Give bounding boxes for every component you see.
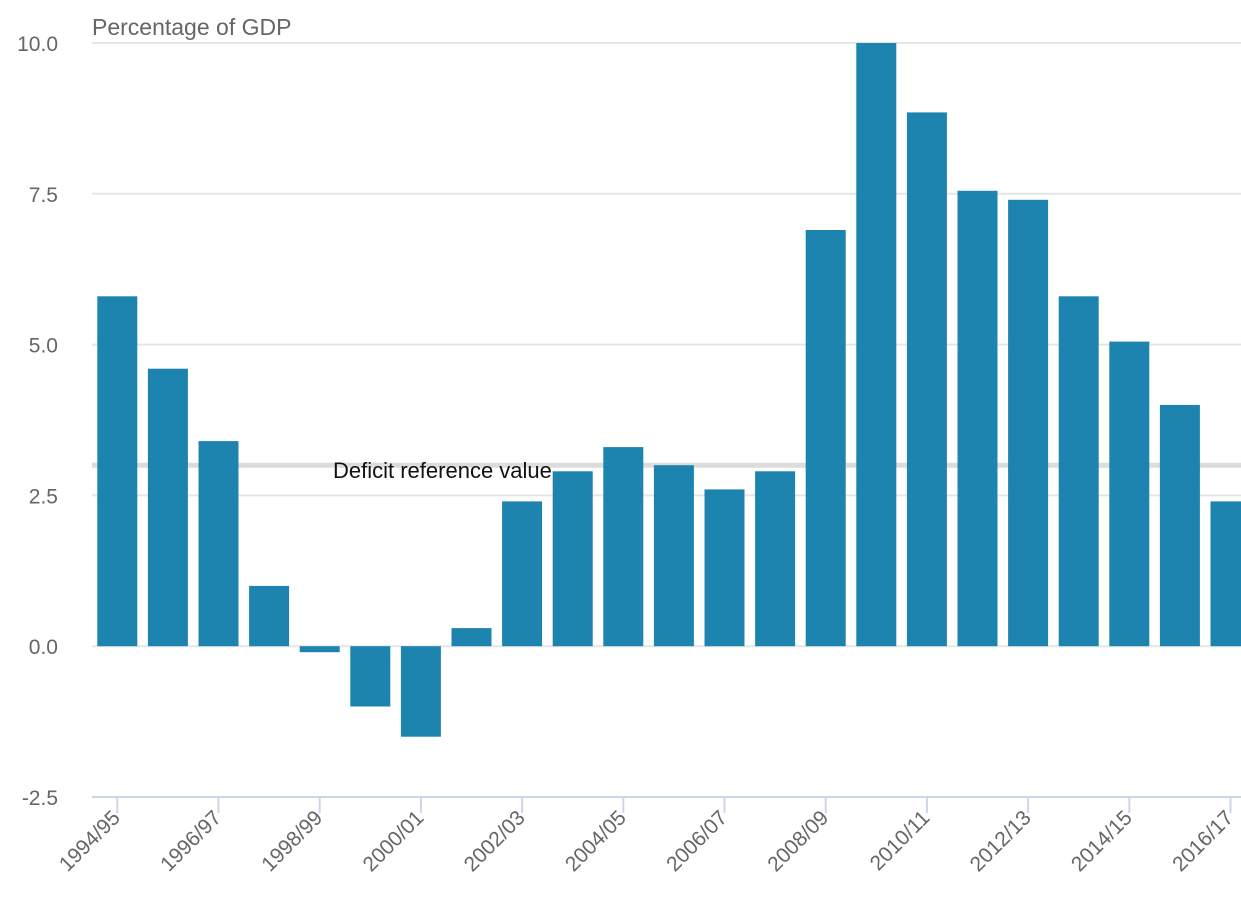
bar-2007-08 <box>755 471 796 647</box>
x-tick-label: 2004/05 <box>561 806 631 876</box>
bar-1999-00 <box>350 646 391 707</box>
x-tick-label: 2002/03 <box>460 806 530 876</box>
y-tick-label: 10.0 <box>17 33 58 56</box>
y-tick-label: -2.5 <box>22 787 58 810</box>
x-tick-label: 2014/15 <box>1067 806 1137 876</box>
bar-2011-12 <box>957 190 998 647</box>
bar-1994-95 <box>97 296 138 647</box>
bar-2010-11 <box>906 112 947 647</box>
bar-2009-10 <box>856 43 897 647</box>
bar-2001-02 <box>451 628 492 647</box>
deficit-reference-label: Deficit reference value <box>333 458 552 483</box>
bar-2000-01 <box>400 646 441 737</box>
y-axis-tick-labels: -2.5 0.0 2.5 5.0 7.5 10.0 <box>17 33 58 810</box>
x-tick-label: 2008/09 <box>763 806 833 876</box>
x-tick-label: 2012/13 <box>966 806 1036 876</box>
x-tick-label: 1998/99 <box>257 806 327 876</box>
gridlines <box>92 42 1241 648</box>
bar-1995-96 <box>147 368 188 647</box>
bar-2015-16 <box>1159 404 1200 647</box>
bars <box>97 43 1241 737</box>
bar-2003-04 <box>552 471 593 647</box>
bar-2013-14 <box>1058 296 1099 647</box>
y-tick-label: 5.0 <box>29 335 58 358</box>
y-tick-label: 7.5 <box>29 184 58 207</box>
bar-2014-15 <box>1109 341 1150 647</box>
bar-2008-09 <box>805 230 846 647</box>
bar-2004-05 <box>603 447 644 647</box>
y-tick-label: 0.0 <box>29 636 58 659</box>
x-axis-tick-labels: 1994/95 1996/97 1998/99 2000/01 2002/03 2004/… <box>55 797 1238 876</box>
x-tick-label: 1994/95 <box>55 806 125 876</box>
x-tick-label: 2010/11 <box>866 806 935 875</box>
x-tick-label: 2016/17 <box>1168 806 1238 876</box>
bar-1996-97 <box>198 441 239 647</box>
x-tick-label: 2006/07 <box>662 806 732 876</box>
bar-1998-99 <box>299 646 340 653</box>
x-tick-label: 2000/01 <box>358 806 428 876</box>
bar-2016-17 <box>1210 501 1241 647</box>
bar-2006-07 <box>704 489 745 647</box>
bar-1997-98 <box>249 585 290 647</box>
y-axis-title: Percentage of GDP <box>92 14 291 40</box>
bar-2002-03 <box>502 501 543 647</box>
x-tick-label: 1996/97 <box>156 806 226 876</box>
bar-2012-13 <box>1008 199 1049 647</box>
bar-2005-06 <box>653 465 694 647</box>
y-tick-label: 2.5 <box>29 485 58 508</box>
